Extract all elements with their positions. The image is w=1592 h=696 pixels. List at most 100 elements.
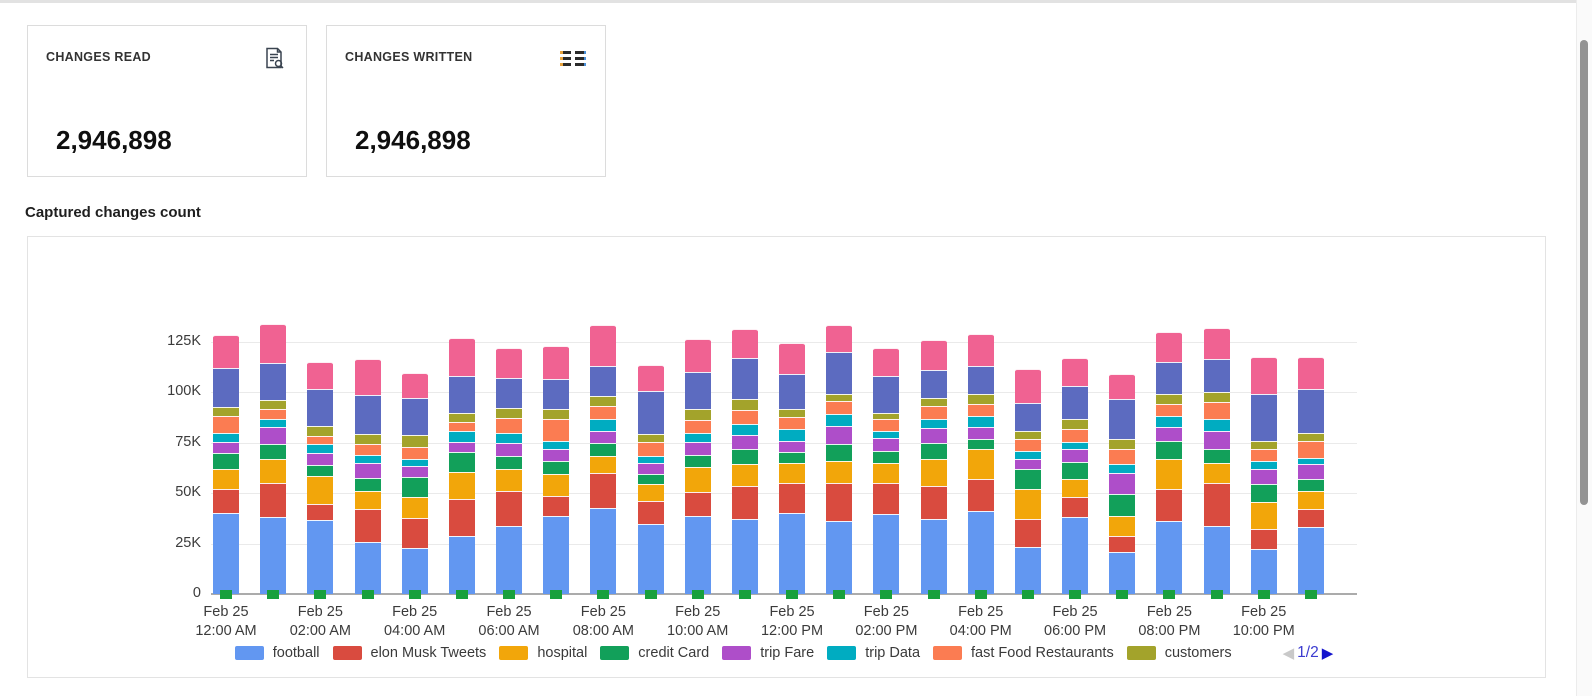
bar-segment-football[interactable] (401, 548, 428, 594)
bar-segment-customers[interactable] (354, 433, 381, 445)
bar-segment-fast-Food-Restaurants[interactable] (637, 442, 664, 456)
bar-segment-page2-series-1[interactable] (354, 394, 381, 434)
bar-segment-trip-Fare[interactable] (448, 441, 475, 453)
bar-segment-elon-Musk-Tweets[interactable] (1156, 489, 1183, 521)
bar-segment-customers[interactable] (590, 395, 617, 406)
bar-segment-hospital[interactable] (496, 469, 523, 491)
bar-segment-elon-Musk-Tweets[interactable] (1250, 529, 1277, 550)
bar-segment-elon-Musk-Tweets[interactable] (684, 492, 711, 516)
bar-segment-fast-Food-Restaurants[interactable] (920, 406, 947, 420)
bar-segment-hospital[interactable] (1297, 490, 1324, 510)
bar-segment-credit-Card[interactable] (826, 444, 853, 461)
bar-segment-fast-Food-Restaurants[interactable] (1062, 429, 1089, 443)
legend-item-customers[interactable]: customers (1126, 645, 1232, 661)
bar-segment-football[interactable] (590, 507, 617, 594)
bar-segment-trip-Data[interactable] (1250, 460, 1277, 470)
bar-segment-football[interactable] (779, 513, 806, 594)
bar-segment-hospital[interactable] (260, 458, 287, 483)
bar-segment-football[interactable] (354, 542, 381, 594)
bar-segment-trip-Fare[interactable] (1203, 430, 1230, 450)
bar-segment-trip-Fare[interactable] (1156, 427, 1183, 441)
baseline-marker[interactable] (408, 590, 421, 599)
bar-segment-page2-series-2[interactable] (448, 337, 475, 376)
bar-segment-hospital[interactable] (213, 469, 239, 490)
bar-segment-trip-Data[interactable] (496, 432, 523, 443)
bar-segment-football[interactable] (1250, 549, 1277, 594)
baseline-marker[interactable] (597, 590, 610, 599)
bar-segment-hospital[interactable] (1062, 479, 1089, 498)
bar-segment-fast-Food-Restaurants[interactable] (1297, 440, 1324, 458)
bar-segment-page2-series-1[interactable] (590, 365, 617, 396)
bar-segment-customers[interactable] (496, 407, 523, 418)
bar-segment-elon-Musk-Tweets[interactable] (826, 482, 853, 521)
bar-segment-credit-Card[interactable] (637, 473, 664, 484)
bar-segment-credit-Card[interactable] (401, 477, 428, 498)
legend-next-arrow-icon[interactable]: ▶ (1321, 645, 1334, 662)
bar-segment-fast-Food-Restaurants[interactable] (1156, 404, 1183, 416)
bar-segment-trip-Fare[interactable] (684, 442, 711, 456)
bar-segment-trip-Fare[interactable] (1014, 459, 1041, 470)
bar-segment-fast-Food-Restaurants[interactable] (401, 446, 428, 459)
baseline-marker[interactable] (1021, 590, 1034, 599)
bar-segment-hospital[interactable] (826, 460, 853, 483)
baseline-marker[interactable] (1116, 590, 1129, 599)
bar-segment-customers[interactable] (1062, 419, 1089, 430)
legend-item-football[interactable]: football (234, 645, 320, 661)
bar-segment-trip-Data[interactable] (731, 424, 758, 435)
bar-segment-hospital[interactable] (873, 462, 900, 483)
bar-segment-credit-Card[interactable] (731, 449, 758, 465)
bar-segment-trip-Fare[interactable] (826, 425, 853, 445)
bar-segment-credit-Card[interactable] (967, 438, 994, 450)
bar-segment-trip-Data[interactable] (1014, 450, 1041, 460)
bar-segment-hospital[interactable] (590, 455, 617, 473)
bar-segment-elon-Musk-Tweets[interactable] (543, 495, 570, 516)
bar-segment-credit-Card[interactable] (1297, 479, 1324, 491)
bar-segment-page2-series-2[interactable] (1014, 369, 1041, 403)
bar-segment-page2-series-1[interactable] (543, 379, 570, 410)
bar-segment-customers[interactable] (873, 412, 900, 420)
bar-segment-hospital[interactable] (354, 490, 381, 509)
bar-segment-elon-Musk-Tweets[interactable] (448, 499, 475, 536)
bar-segment-customers[interactable] (1156, 394, 1183, 405)
bar-segment-customers[interactable] (1250, 440, 1277, 450)
bar-segment-trip-Fare[interactable] (260, 426, 287, 444)
bar-segment-elon-Musk-Tweets[interactable] (1014, 519, 1041, 548)
bar-segment-hospital[interactable] (731, 464, 758, 486)
baseline-marker[interactable] (1304, 590, 1317, 599)
bar-segment-page2-series-1[interactable] (1297, 389, 1324, 433)
bar-segment-page2-series-1[interactable] (637, 390, 664, 435)
bar-segment-hospital[interactable] (779, 463, 806, 483)
bar-segment-football[interactable] (213, 512, 239, 594)
baseline-marker[interactable] (361, 590, 374, 599)
bar-segment-trip-Data[interactable] (401, 458, 428, 466)
bar-segment-page2-series-1[interactable] (731, 357, 758, 400)
bar-segment-credit-Card[interactable] (1014, 469, 1041, 490)
bar-segment-elon-Musk-Tweets[interactable] (1109, 535, 1136, 553)
bar-segment-page2-series-1[interactable] (401, 398, 428, 436)
bar-segment-elon-Musk-Tweets[interactable] (213, 489, 239, 513)
bar-segment-elon-Musk-Tweets[interactable] (967, 479, 994, 511)
bar-segment-customers[interactable] (307, 426, 334, 437)
bar-segment-page2-series-1[interactable] (1109, 399, 1136, 440)
bar-segment-credit-Card[interactable] (920, 442, 947, 460)
bar-segment-trip-Data[interactable] (354, 455, 381, 464)
baseline-marker[interactable] (644, 590, 657, 599)
bar-segment-trip-Data[interactable] (967, 415, 994, 428)
legend-item-elon-Musk-Tweets[interactable]: elon Musk Tweets (332, 645, 486, 661)
bar-segment-hospital[interactable] (543, 474, 570, 496)
bar-segment-football[interactable] (684, 515, 711, 594)
bar-segment-page2-series-2[interactable] (354, 358, 381, 395)
bar-segment-elon-Musk-Tweets[interactable] (920, 485, 947, 520)
bar-segment-fast-Food-Restaurants[interactable] (1109, 449, 1136, 465)
bar-segment-elon-Musk-Tweets[interactable] (637, 500, 664, 525)
bar-segment-page2-series-2[interactable] (684, 338, 711, 373)
bar-segment-hospital[interactable] (448, 472, 475, 500)
bar-segment-trip-Fare[interactable] (354, 463, 381, 478)
bar-segment-trip-Data[interactable] (1203, 419, 1230, 431)
bar-segment-page2-series-1[interactable] (448, 375, 475, 413)
bar-segment-trip-Data[interactable] (637, 455, 664, 463)
bar-segment-page2-series-2[interactable] (731, 328, 758, 358)
bar-segment-football[interactable] (1014, 547, 1041, 594)
bar-segment-trip-Fare[interactable] (637, 462, 664, 474)
bar-segment-hospital[interactable] (1014, 489, 1041, 520)
